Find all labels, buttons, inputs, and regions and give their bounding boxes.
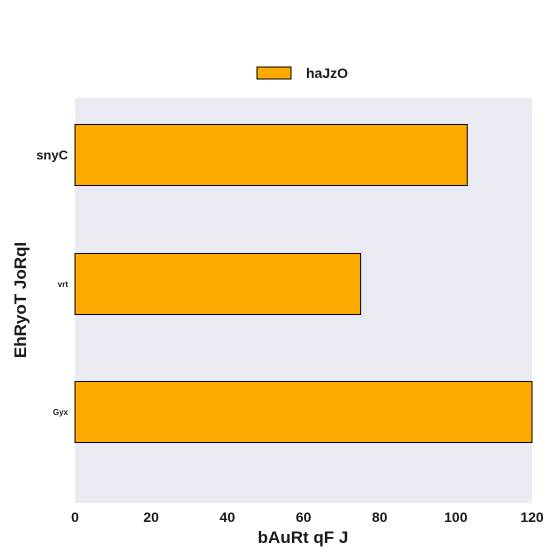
- y-tick-labels: snyC vrt Gyx: [36, 148, 68, 417]
- x-axis-title: bAuRt qF J: [258, 528, 349, 547]
- legend: haJzO: [256, 65, 348, 81]
- x-tick-label-0: 0: [71, 509, 79, 525]
- legend-label: haJzO: [306, 65, 348, 81]
- x-tick-labels: 0 20 40 60 80 100 120: [71, 509, 544, 525]
- bar-snyC: [74, 124, 468, 186]
- x-tick-label-100: 100: [444, 509, 468, 525]
- bar-Gyx: [74, 381, 533, 443]
- y-tick-label-snyC: snyC: [36, 148, 68, 163]
- x-tick-label-80: 80: [372, 509, 388, 525]
- x-tick-label-60: 60: [296, 509, 312, 525]
- x-tick-label-40: 40: [220, 509, 236, 525]
- y-axis-title: EhRyoT JoRqI: [11, 242, 30, 358]
- bar-vrt: [74, 253, 362, 315]
- legend-swatch: [256, 66, 292, 80]
- y-tick-label-vrt: vrt: [58, 280, 69, 289]
- x-tick-label-20: 20: [143, 509, 159, 525]
- x-tick-label-120: 120: [520, 509, 544, 525]
- bars-layer: [74, 124, 533, 443]
- y-tick-label-Gyx: Gyx: [53, 408, 69, 417]
